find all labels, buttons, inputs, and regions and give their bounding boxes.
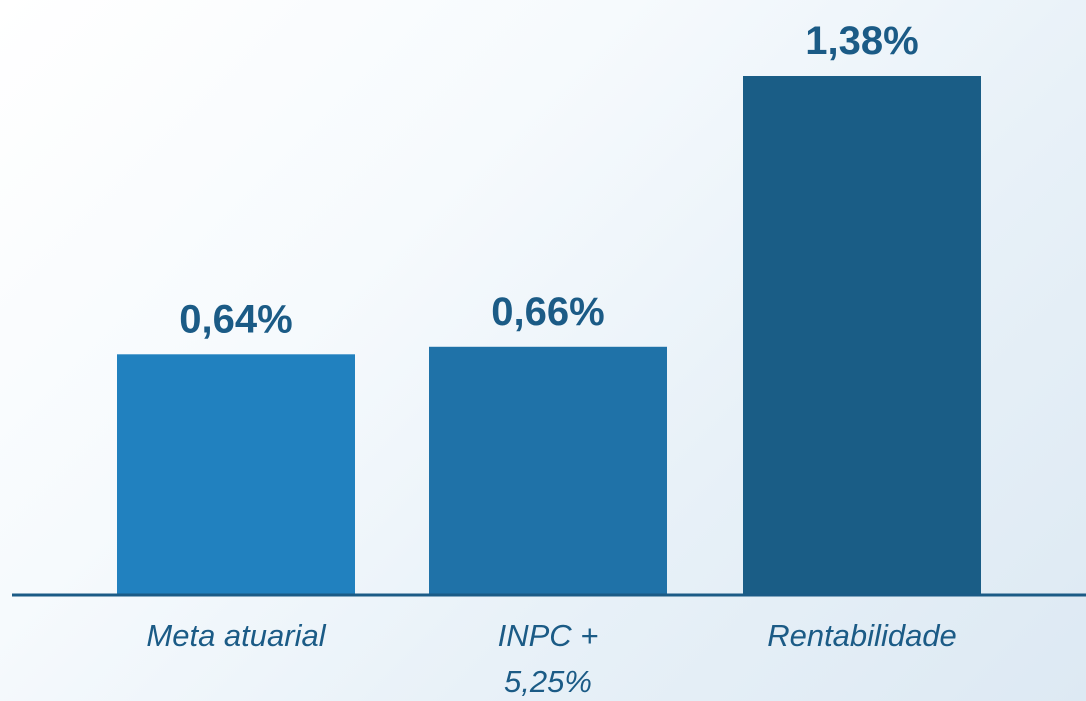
category-labels-group: Meta atuarial INPC + 5,25% Rentabilidade [146, 618, 956, 699]
bar-3 [743, 76, 981, 595]
category-label-3: Rentabilidade [767, 618, 957, 653]
value-label-1: 0,64% [179, 297, 292, 341]
value-labels-group: 0,64% 0,66% 1,38% [179, 19, 918, 341]
bar-2 [429, 346, 667, 595]
value-label-3: 1,38% [805, 19, 918, 63]
category-label-2-line-2: 5,25% [504, 664, 592, 699]
category-label-2-line-1: INPC + [498, 618, 599, 653]
category-label-1: Meta atuarial [146, 618, 326, 653]
value-label-2: 0,66% [491, 290, 604, 334]
bar-1 [117, 354, 355, 595]
bars-group [117, 76, 981, 595]
